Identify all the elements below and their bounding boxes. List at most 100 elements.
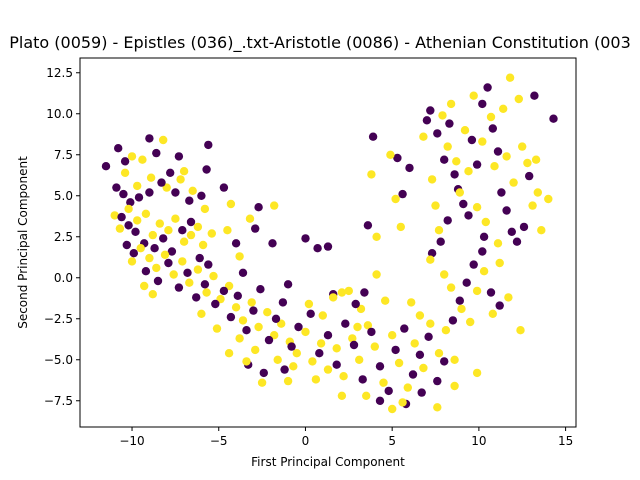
y-tick-label: 2.5 xyxy=(54,230,73,244)
scatter-point-series-0-23 xyxy=(159,234,168,243)
scatter-point-series-1-98 xyxy=(434,226,444,235)
scatter-point-series-1-90 xyxy=(367,170,376,179)
scatter-point-series-1-39 xyxy=(238,316,248,325)
scatter-point-series-1-141 xyxy=(353,322,362,332)
scatter-point-series-1-23 xyxy=(198,240,208,250)
scatter-point-series-0-106 xyxy=(512,237,522,246)
scatter-point-series-1-91 xyxy=(372,232,381,241)
y-tick-label: −7.5 xyxy=(44,394,73,408)
scatter-point-series-1-114 xyxy=(502,152,511,161)
x-tick-label: 5 xyxy=(388,434,396,448)
scatter-point-series-1-79 xyxy=(311,375,321,384)
scatter-point-series-1-107 xyxy=(472,203,482,212)
scatter-point-series-1-13 xyxy=(124,204,133,214)
scatter-point-series-0-55 xyxy=(323,331,333,340)
scatter-point-series-0-59 xyxy=(358,375,367,384)
scatter-point-series-0-56 xyxy=(332,360,341,369)
scatter-point-series-0-109 xyxy=(530,91,539,100)
scatter-point-series-0-98 xyxy=(472,160,482,169)
scatter-point-series-1-42 xyxy=(263,308,272,317)
scatter-point-series-1-21 xyxy=(186,230,196,240)
scatter-point-series-1-78 xyxy=(283,376,293,386)
scatter-point-series-0-48 xyxy=(287,342,296,351)
y-axis-ticks: −7.5 −5.0 −2.5 0.0 2.5 5.0 7.5 10.0 12.5 xyxy=(44,66,80,408)
scatter-point-series-0-31 xyxy=(141,267,151,276)
scatter-point-series-0-68 xyxy=(433,376,442,386)
scatter-point-series-0-123 xyxy=(351,299,360,309)
scatter-point-series-1-2 xyxy=(159,135,168,145)
scatter-point-series-1-132 xyxy=(224,349,234,358)
scatter-point-series-1-82 xyxy=(381,296,390,305)
scatter-point-series-1-125 xyxy=(426,255,435,264)
scatter-point-series-0-27 xyxy=(195,253,204,263)
scatter-point-series-0-115 xyxy=(231,239,241,248)
scatter-point-series-0-3 xyxy=(145,134,154,143)
scatter-point-series-1-19 xyxy=(171,214,180,223)
scatter-point-series-1-102 xyxy=(452,157,461,166)
scatter-point-series-1-29 xyxy=(160,250,170,259)
scatter-point-series-1-124 xyxy=(531,155,541,164)
scatter-point-series-1-72 xyxy=(495,258,504,268)
scatter-point-series-1-48 xyxy=(308,357,317,366)
scatter-point-series-1-127 xyxy=(446,283,456,292)
scatter-point-series-0-53 xyxy=(306,309,315,318)
scatter-point-series-1-55 xyxy=(363,321,373,330)
scatter-point-series-1-71 xyxy=(488,309,497,318)
scatter-point-series-0-121 xyxy=(283,280,293,289)
scatter-point-series-1-106 xyxy=(469,91,478,100)
scatter-point-series-1-89 xyxy=(235,252,244,261)
x-tick-label: 15 xyxy=(558,434,573,448)
scatter-point-series-0-28 xyxy=(204,260,213,269)
scatter-point-series-1-87 xyxy=(223,226,232,235)
scatter-point-series-0-61 xyxy=(375,362,385,371)
scatter-point-series-0-33 xyxy=(164,258,173,268)
scatter-point-series-1-144 xyxy=(472,368,482,378)
scatter-point-series-1-142 xyxy=(407,298,416,307)
scatter-point-series-1-9 xyxy=(188,186,197,195)
scatter-point-series-0-111 xyxy=(479,232,489,241)
scatter-point-series-1-122 xyxy=(537,226,546,235)
scatter-point-series-0-44 xyxy=(256,285,265,294)
scatter-point-series-0-120 xyxy=(238,268,248,277)
scatter-point-series-1-34 xyxy=(202,288,211,297)
scatter-point-series-1-31 xyxy=(178,257,187,266)
scatter-point-series-0-58 xyxy=(349,340,359,350)
scatter-point-series-1-111 xyxy=(490,162,499,171)
scatter-point-series-0-39 xyxy=(219,286,229,296)
scatter-point-series-1-15 xyxy=(141,209,151,218)
y-tick-label: 7.5 xyxy=(54,148,73,162)
scatter-point-series-1-96 xyxy=(427,175,437,184)
scatter-point-series-1-67 xyxy=(457,304,466,314)
scatter-point-series-0-7 xyxy=(112,183,121,192)
scatter-point-series-1-99 xyxy=(438,111,447,120)
scatter-point-series-1-69 xyxy=(472,286,482,296)
scatter-point-series-0-86 xyxy=(398,189,407,199)
scatter-point-series-0-62 xyxy=(384,386,393,396)
scatter-point-series-0-99 xyxy=(478,99,487,109)
scatter-point-series-0-85 xyxy=(393,153,402,163)
scatter-point-series-0-89 xyxy=(426,106,435,115)
scatter-point-series-0-34 xyxy=(174,283,184,292)
scatter-point-series-1-25 xyxy=(127,257,137,266)
scatter-point-series-0-69 xyxy=(440,357,449,366)
scatter-point-series-0-47 xyxy=(278,298,288,307)
scatter-point-series-0-22 xyxy=(150,244,159,253)
scatter-point-series-1-92 xyxy=(386,150,395,159)
scatter-point-series-1-145 xyxy=(450,381,459,391)
scatter-point-series-0-113 xyxy=(436,237,445,246)
scatter-point-series-0-97 xyxy=(467,135,477,145)
scatter-point-series-1-53 xyxy=(348,334,357,343)
y-tick-label: 10.0 xyxy=(46,107,73,121)
scatter-point-series-0-43 xyxy=(249,306,258,315)
scatter-point-series-1-108 xyxy=(478,137,487,146)
scatter-point-series-1-30 xyxy=(169,270,178,279)
scatter-point-series-1-62 xyxy=(419,363,428,373)
scatter-point-series-0-87 xyxy=(405,163,414,173)
scatter-point-series-1-131 xyxy=(212,324,222,333)
scatter-point-series-1-24 xyxy=(207,229,216,238)
scatter-point-series-1-86 xyxy=(245,214,255,223)
scatter-point-series-0-102 xyxy=(493,147,503,156)
scatter-point-series-1-85 xyxy=(226,199,236,209)
scatter-point-series-0-77 xyxy=(375,396,385,405)
y-tick-label: −2.5 xyxy=(44,312,73,326)
